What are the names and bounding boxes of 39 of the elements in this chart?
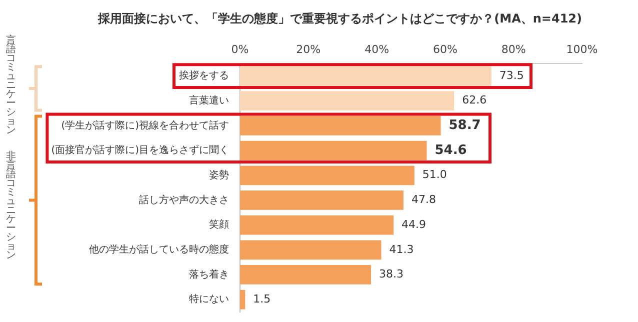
data-label: 54.6 — [434, 142, 467, 158]
x-tick-label: 0% — [231, 42, 249, 56]
x-tick-label: 40% — [364, 42, 390, 56]
bar — [240, 140, 427, 160]
data-label: 41.3 — [389, 242, 414, 256]
bar — [240, 166, 414, 186]
bar — [240, 290, 246, 310]
x-tick-label: 100% — [566, 42, 598, 56]
y-tick-label: 言葉遣い — [189, 94, 229, 106]
y-tick-label: 挨拶をする — [179, 70, 229, 82]
data-label: 44.9 — [402, 218, 426, 231]
data-label: 1.5 — [253, 292, 271, 306]
text: 非言語コミュニケーション — [6, 151, 16, 261]
bar — [240, 190, 404, 210]
y-tick-label: (面接官が話す際に)目を逸らさずに聞く — [51, 144, 229, 156]
bar — [240, 240, 382, 260]
data-label: 47.8 — [411, 193, 436, 206]
x-tick-label: 80% — [501, 42, 526, 56]
bar — [240, 265, 371, 284]
y-tick-label: 笑顔 — [209, 218, 229, 231]
y-tick-label: 話し方や声の大きさ — [139, 194, 229, 206]
x-tick-label: 60% — [432, 42, 458, 56]
data-label: 62.6 — [462, 94, 487, 107]
data-label: 58.7 — [448, 118, 481, 134]
bar — [240, 66, 492, 86]
y-tick-label: 特にない — [189, 293, 229, 306]
data-label: 38.3 — [378, 268, 404, 281]
bar — [240, 91, 454, 111]
y-tick-label: (学生が話す際に)視線を合わせて話す — [61, 119, 229, 132]
chart-title: 採用面接において、「学生の態度」で重要視するポイントはどこですか？(MA、n=412) — [97, 11, 582, 26]
data-label: 73.5 — [499, 68, 524, 82]
y-tick-label: 他の学生が話している時の態度 — [89, 243, 229, 256]
y-tick-label: 落ち着き — [189, 268, 229, 280]
data-label: 51.0 — [422, 168, 447, 182]
text: 言語コミュニケーション — [6, 35, 16, 136]
y-tick-label: 姿勢 — [209, 168, 229, 181]
x-tick-label: 20% — [296, 42, 321, 56]
bar — [240, 215, 394, 235]
bar — [240, 116, 441, 136]
